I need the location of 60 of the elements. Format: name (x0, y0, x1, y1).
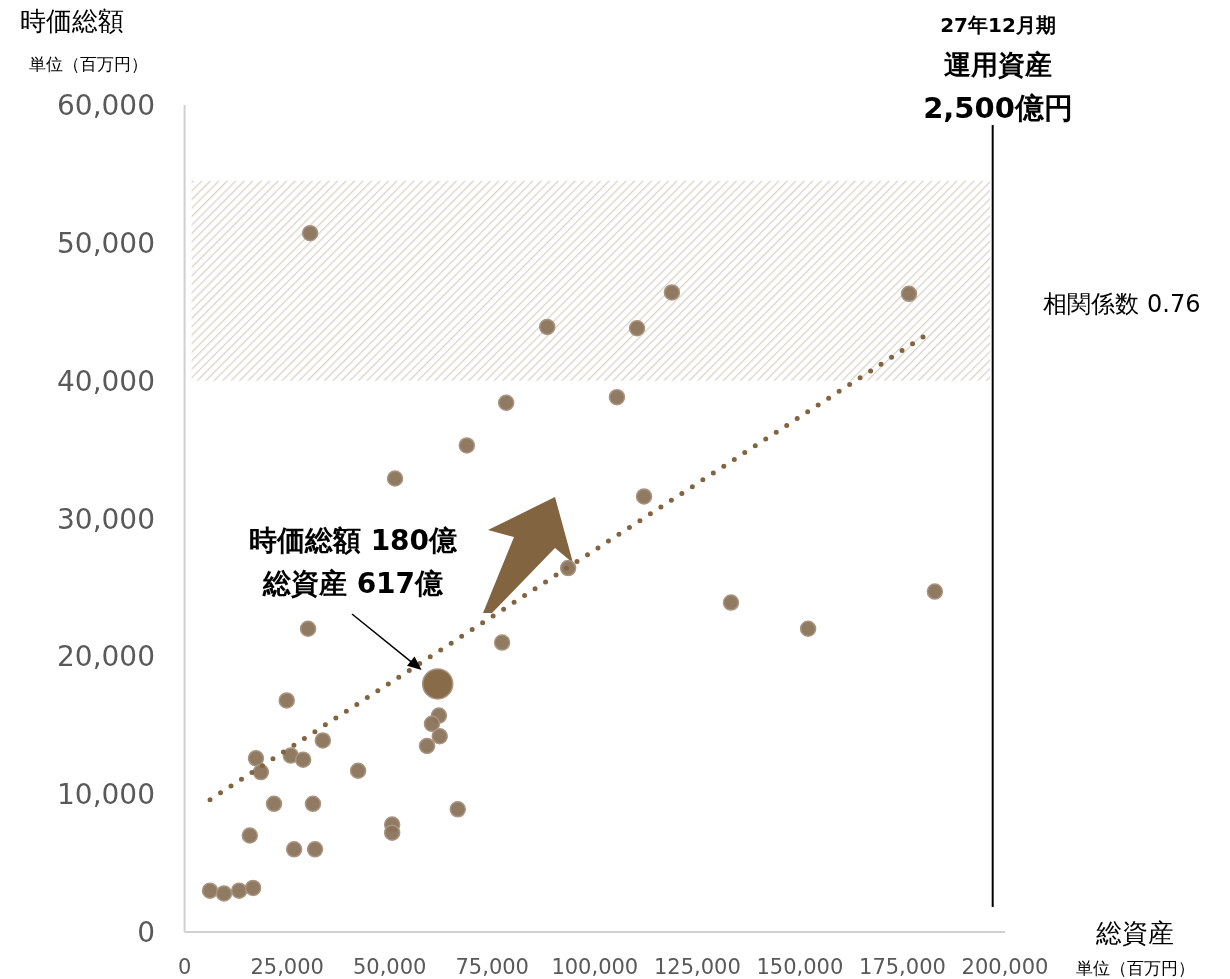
point (247, 750, 265, 767)
point (306, 841, 324, 858)
y-tick-label: 50,000 (57, 226, 155, 260)
point (799, 620, 817, 638)
point (926, 583, 944, 600)
point (663, 284, 681, 301)
point (493, 634, 511, 651)
point (423, 715, 441, 733)
point (449, 801, 467, 818)
x-tick-label: 0 (177, 955, 192, 979)
text: 相関係数 0.76 (1043, 290, 1201, 318)
point (497, 394, 515, 411)
y-tick-label: 20,000 (57, 640, 155, 674)
point (628, 320, 646, 337)
point (244, 879, 262, 897)
x-tick-label: 100,000 (551, 955, 639, 979)
annotation: 総資産 617億 (261, 567, 445, 600)
point (294, 751, 312, 768)
point (299, 620, 317, 638)
point (285, 841, 303, 858)
y-tick-label: 10,000 (57, 778, 155, 812)
point (538, 318, 556, 336)
y-tick-label: 0 (137, 916, 155, 949)
x-tick-label: 200,000 (961, 955, 1049, 979)
y-tick-label: 40,000 (57, 364, 155, 398)
point (314, 732, 332, 749)
y-tick-label: 60,000 (57, 89, 155, 122)
point (201, 882, 219, 899)
point (304, 795, 322, 813)
point (722, 594, 740, 611)
annotation: 時価総額 180億 (248, 524, 459, 557)
y-axis-title: 時価総額 (20, 6, 124, 36)
text: 単位（百万円） (28, 54, 148, 74)
x-tick-label: 150,000 (756, 955, 844, 979)
point (215, 885, 233, 902)
point (349, 762, 367, 779)
ref-line-label: 27年12月期 (940, 13, 1056, 37)
point (230, 882, 248, 899)
point (383, 824, 401, 842)
annotation: 2,500億円 (923, 91, 1073, 125)
point (301, 224, 319, 242)
x-tick-label: 75,000 (455, 955, 529, 979)
x-axis-title: 総資産 (1095, 918, 1174, 948)
point (278, 692, 295, 709)
point (431, 728, 448, 745)
point (386, 470, 404, 487)
y-tick-label: 30,000 (57, 502, 155, 536)
x-tick-label: 175,000 (859, 955, 946, 979)
x-tick-label: 25,000 (250, 955, 324, 979)
text: 運用資産 (944, 49, 1052, 80)
point (265, 795, 283, 813)
x-tick-label: 125,000 (653, 955, 741, 979)
x-tick-label: 50,000 (352, 955, 427, 979)
point (635, 488, 653, 505)
point (608, 388, 626, 406)
point (900, 285, 918, 303)
point (418, 737, 436, 755)
text: 単位（百万円） (1075, 958, 1195, 978)
point (241, 827, 259, 844)
point (458, 437, 476, 454)
